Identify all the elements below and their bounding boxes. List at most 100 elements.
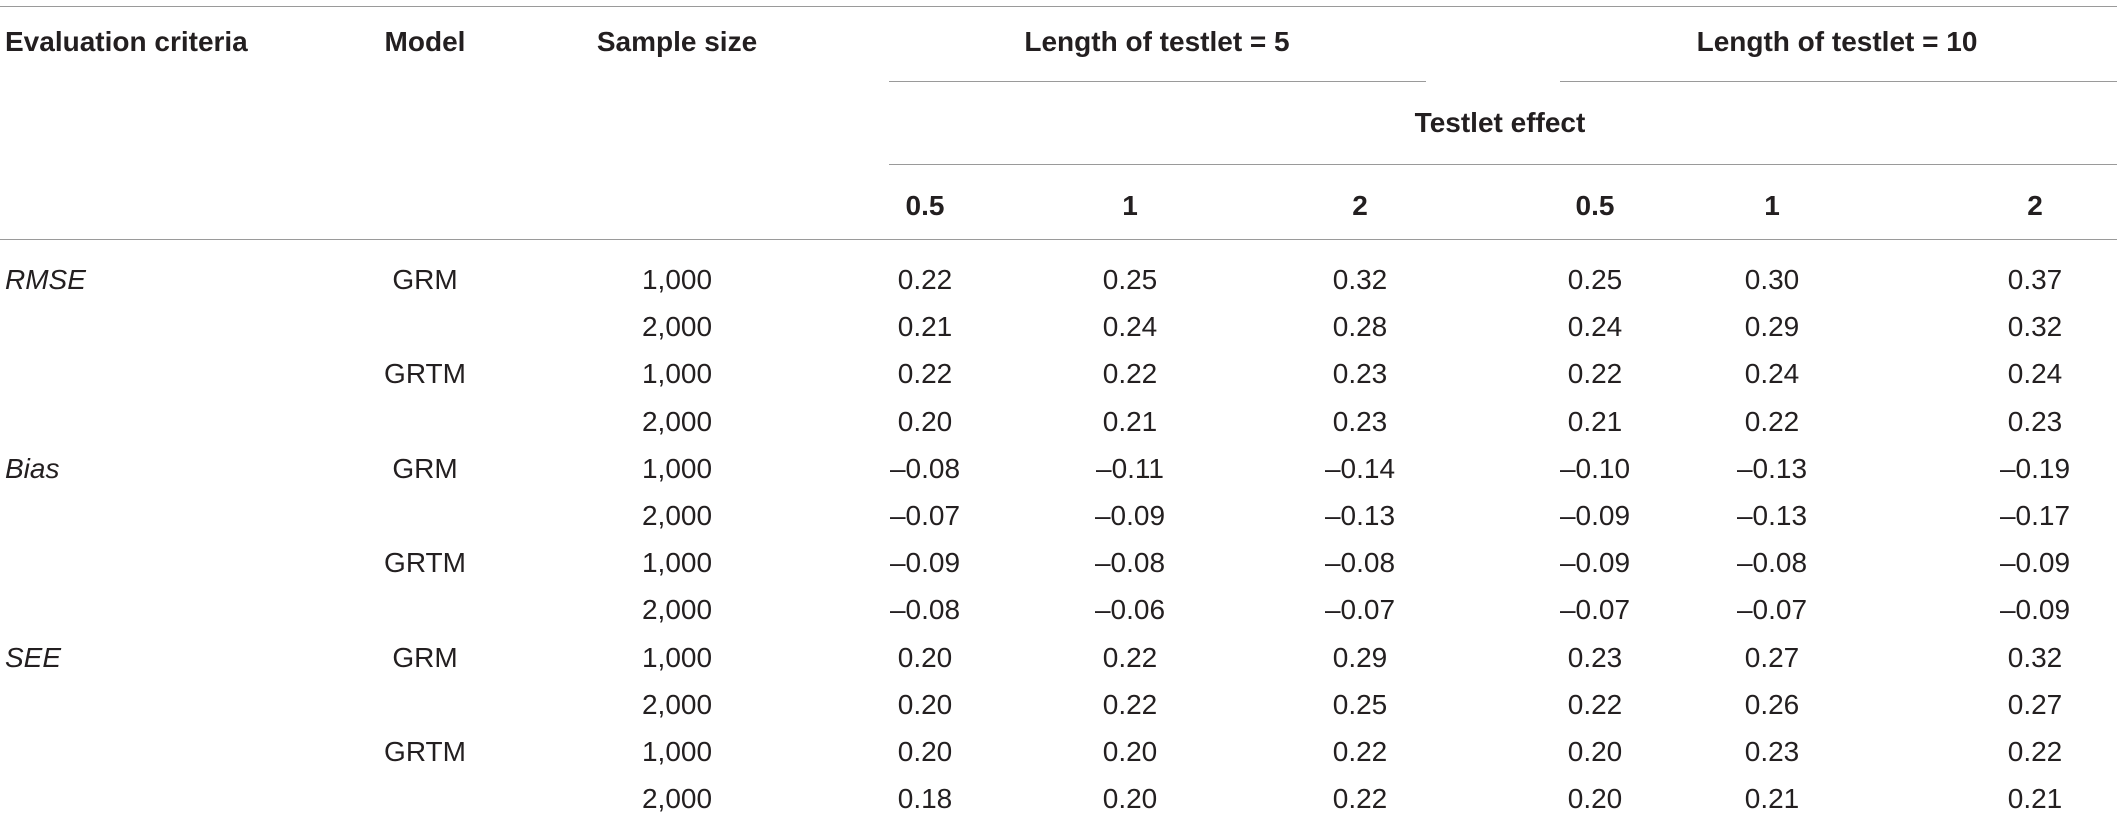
value-cell: –0.13 xyxy=(1324,500,1396,531)
value-cell: 0.20 xyxy=(1567,736,1623,767)
group-5-rule xyxy=(889,81,1426,82)
value-cell: 0.26 xyxy=(1744,689,1800,720)
value-cell: 0.23 xyxy=(1567,642,1623,673)
group-10-rule xyxy=(1560,81,2117,82)
value-cell: 0.22 xyxy=(1102,642,1158,673)
value-cell: 0.24 xyxy=(1567,311,1623,342)
sample-size-cell: 1,000 xyxy=(641,264,713,295)
value-cell: 0.23 xyxy=(1744,736,1800,767)
value-cell: 0.29 xyxy=(1332,642,1388,673)
sample-size-cell: 1,000 xyxy=(641,547,713,578)
value-cell: –0.08 xyxy=(1094,547,1166,578)
value-cell: 0.22 xyxy=(897,358,953,389)
value-cell: 0.30 xyxy=(1744,264,1800,295)
value-cell: –0.09 xyxy=(1559,500,1631,531)
value-cell: 0.32 xyxy=(2007,642,2063,673)
value-cell: –0.08 xyxy=(889,594,961,625)
value-cell: –0.09 xyxy=(1999,594,2071,625)
header-length-of-testlet-10: Length of testlet = 10 xyxy=(1696,26,1978,57)
value-cell: –0.07 xyxy=(1736,594,1808,625)
value-cell: –0.09 xyxy=(1559,547,1631,578)
value-cell: 0.22 xyxy=(1102,689,1158,720)
value-cell: 0.29 xyxy=(1744,311,1800,342)
value-cell: –0.09 xyxy=(889,547,961,578)
value-cell: 0.22 xyxy=(1332,783,1388,814)
value-cell: 0.27 xyxy=(1744,642,1800,673)
model-cell: GRTM xyxy=(384,547,466,578)
model-cell: GRTM xyxy=(384,358,466,389)
header-effect-2: 2 xyxy=(1352,190,1368,221)
value-cell: –0.09 xyxy=(1999,547,2071,578)
criteria-cell: Bias xyxy=(5,453,60,484)
model-cell: GRM xyxy=(392,453,458,484)
value-cell: 0.21 xyxy=(897,311,953,342)
value-cell: 0.18 xyxy=(897,783,953,814)
value-cell: 0.28 xyxy=(1332,311,1388,342)
value-cell: –0.08 xyxy=(1324,547,1396,578)
value-cell: 0.20 xyxy=(897,736,953,767)
criteria-cell: SEE xyxy=(5,642,62,673)
value-cell: –0.09 xyxy=(1094,500,1166,531)
value-cell: 0.21 xyxy=(1567,406,1623,437)
model-cell: GRTM xyxy=(384,736,466,767)
sample-size-cell: 1,000 xyxy=(641,642,713,673)
value-cell: 0.21 xyxy=(1744,783,1800,814)
testlet-effect-rule xyxy=(889,164,2117,165)
value-cell: –0.08 xyxy=(1736,547,1808,578)
value-cell: –0.14 xyxy=(1324,453,1396,484)
value-cell: 0.32 xyxy=(1332,264,1388,295)
value-cell: 0.22 xyxy=(1567,689,1623,720)
value-cell: 0.23 xyxy=(2007,406,2063,437)
header-effect-0: 0.5 xyxy=(905,190,945,221)
value-cell: 0.22 xyxy=(1567,358,1623,389)
sample-size-cell: 1,000 xyxy=(641,358,713,389)
value-cell: 0.37 xyxy=(2007,264,2063,295)
value-cell: 0.22 xyxy=(2007,736,2063,767)
value-cell: 0.20 xyxy=(897,642,953,673)
value-cell: 0.25 xyxy=(1102,264,1158,295)
header-model: Model xyxy=(384,26,466,57)
value-cell: 0.24 xyxy=(1744,358,1800,389)
header-sample-size: Sample size xyxy=(596,26,758,57)
value-cell: 0.21 xyxy=(2007,783,2063,814)
value-cell: –0.13 xyxy=(1736,500,1808,531)
header-effect-1: 1 xyxy=(1122,190,1138,221)
sample-size-cell: 2,000 xyxy=(641,689,713,720)
header-length-of-testlet-5: Length of testlet = 5 xyxy=(1024,26,1290,57)
value-cell: 0.24 xyxy=(2007,358,2063,389)
sample-size-cell: 1,000 xyxy=(641,736,713,767)
sample-size-cell: 2,000 xyxy=(641,783,713,814)
model-cell: GRM xyxy=(392,264,458,295)
sample-size-cell: 2,000 xyxy=(641,500,713,531)
value-cell: 0.23 xyxy=(1332,406,1388,437)
value-cell: 0.24 xyxy=(1102,311,1158,342)
value-cell: –0.07 xyxy=(889,500,961,531)
value-cell: 0.20 xyxy=(897,406,953,437)
value-cell: –0.06 xyxy=(1094,594,1166,625)
value-cell: 0.20 xyxy=(897,689,953,720)
sample-size-cell: 2,000 xyxy=(641,406,713,437)
value-cell: 0.27 xyxy=(2007,689,2063,720)
header-bottom-rule xyxy=(0,239,2117,240)
value-cell: 0.23 xyxy=(1332,358,1388,389)
value-cell: 0.22 xyxy=(1332,736,1388,767)
header-effect-3: 0.5 xyxy=(1575,190,1615,221)
top-rule xyxy=(0,6,2117,7)
criteria-cell: RMSE xyxy=(5,264,86,295)
value-cell: 0.22 xyxy=(1102,358,1158,389)
value-cell: 0.25 xyxy=(1567,264,1623,295)
header-effect-4: 1 xyxy=(1764,190,1780,221)
value-cell: 0.25 xyxy=(1332,689,1388,720)
value-cell: –0.17 xyxy=(1999,500,2071,531)
header-effect-5: 2 xyxy=(2027,190,2043,221)
value-cell: 0.21 xyxy=(1102,406,1158,437)
value-cell: –0.10 xyxy=(1559,453,1631,484)
model-cell: GRM xyxy=(392,642,458,673)
header-testlet-effect: Testlet effect xyxy=(1414,107,1586,138)
value-cell: 0.20 xyxy=(1102,736,1158,767)
sample-size-cell: 1,000 xyxy=(641,453,713,484)
value-cell: 0.20 xyxy=(1102,783,1158,814)
value-cell: –0.19 xyxy=(1999,453,2071,484)
value-cell: 0.22 xyxy=(897,264,953,295)
value-cell: –0.07 xyxy=(1324,594,1396,625)
